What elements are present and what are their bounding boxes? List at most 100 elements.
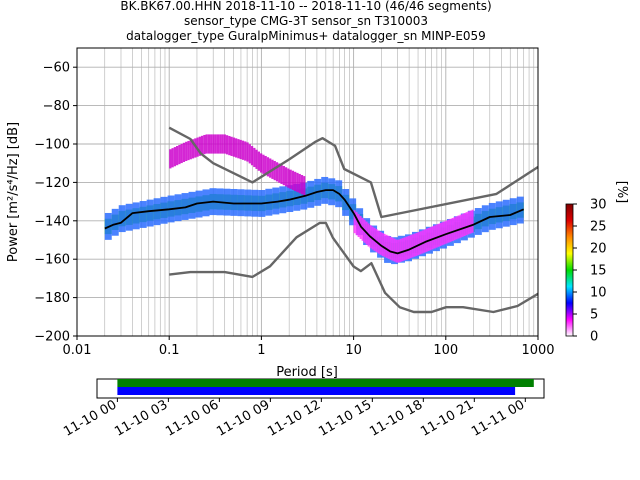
density-cell xyxy=(191,139,195,159)
density-cell xyxy=(355,212,358,236)
density-cell xyxy=(146,199,154,227)
density-cell xyxy=(176,146,179,166)
density-cell xyxy=(214,134,217,154)
timeline-tick-label: 11-10 21 xyxy=(418,397,476,439)
density-cell xyxy=(269,158,272,178)
density-cell xyxy=(294,171,297,192)
density-cell xyxy=(171,148,174,168)
density-cell xyxy=(303,176,306,196)
density-cell xyxy=(449,218,452,242)
density-cell xyxy=(298,173,301,194)
x-tick-label: 10 xyxy=(345,343,362,358)
density-cell xyxy=(139,201,147,228)
density-cell xyxy=(216,134,220,154)
density-cell xyxy=(255,149,258,169)
density-cell xyxy=(187,140,190,161)
timeline-tick-label: 11-10 18 xyxy=(367,397,425,439)
density-cell xyxy=(381,232,384,256)
colorbar-scale xyxy=(565,203,574,337)
density-cell xyxy=(439,222,442,247)
density-cell xyxy=(425,228,428,252)
timeline-tick-label: 11-11 00 xyxy=(469,397,527,439)
timeline-tick-label: 11-10 06 xyxy=(163,397,221,439)
y-tick-label: −60 xyxy=(43,61,70,76)
density-cell xyxy=(248,144,251,164)
density-cell xyxy=(467,211,470,235)
density-cell xyxy=(230,136,233,156)
density-cell xyxy=(207,134,211,154)
density-cell xyxy=(132,202,140,230)
y-tick-label: −80 xyxy=(43,99,70,114)
density-cell xyxy=(445,220,448,244)
y-tick-label: −140 xyxy=(34,214,70,229)
density-cell xyxy=(300,175,304,195)
y-axis-label: Power [m²/s⁴/Hz] [dB] xyxy=(6,122,21,262)
density-cell xyxy=(291,170,295,190)
density-cell xyxy=(259,153,263,173)
x-tick-label: 0.01 xyxy=(63,343,92,358)
density-cell xyxy=(284,167,288,187)
density-cell xyxy=(433,225,436,249)
density-cell xyxy=(180,143,183,164)
density-cell xyxy=(389,236,392,260)
density-cell xyxy=(223,134,226,154)
density-cell xyxy=(461,213,464,237)
density-cell xyxy=(457,215,460,239)
colorbar-ticks: 0 5 10 15 20 25 30 xyxy=(573,198,607,345)
density-cell xyxy=(198,136,201,156)
density-cell xyxy=(403,237,406,261)
density-cell xyxy=(239,139,242,160)
density-cell xyxy=(377,230,380,254)
plot-area: 0.01 0.1 1 10 100 1000 −60 −80 −100 −120 −140 −160… xyxy=(6,47,555,380)
density-cell xyxy=(502,199,510,227)
density-cell xyxy=(185,141,188,161)
colorbar-tick-label: 15 xyxy=(590,264,607,279)
density-cell xyxy=(200,135,204,156)
x-axis-label: Period [s] xyxy=(276,365,338,380)
colorbar-tick-label: 0 xyxy=(590,330,598,345)
density-cell xyxy=(451,217,454,242)
density-cell xyxy=(469,210,472,234)
density-cell xyxy=(182,142,186,162)
density-cell xyxy=(401,238,404,262)
density-cell xyxy=(286,185,294,213)
y-ticks: −60 −80 −100 −120 −140 −160 −180 −200 xyxy=(34,61,77,345)
series-layer xyxy=(104,126,539,314)
density-cell xyxy=(181,193,189,220)
density-cell xyxy=(221,134,224,154)
density-cell xyxy=(385,234,388,258)
density-cell xyxy=(118,205,126,233)
density-cell xyxy=(246,142,249,162)
density-cell xyxy=(230,188,238,216)
density-cell xyxy=(212,134,215,154)
density-cell xyxy=(399,238,402,262)
x-tick-label: 0.1 xyxy=(159,343,180,358)
density-cell xyxy=(253,147,256,168)
density-cell xyxy=(409,235,412,259)
x-tick-label: 1000 xyxy=(521,343,554,358)
density-cell xyxy=(264,155,267,176)
density-cell xyxy=(241,140,245,160)
density-cell xyxy=(266,157,270,177)
density-cell xyxy=(278,163,281,183)
colorbar-tick-label: 20 xyxy=(590,242,607,257)
density-cell xyxy=(203,134,206,155)
colorbar-tick-label: 10 xyxy=(590,286,607,301)
density-cell xyxy=(411,234,414,258)
density-cell xyxy=(189,140,192,160)
density-cell xyxy=(427,227,430,251)
x-ticks: 0.01 0.1 1 10 100 1000 xyxy=(63,336,555,358)
y-tick-label: −200 xyxy=(34,330,70,345)
density-cell xyxy=(280,164,283,184)
x-tick-label: 1 xyxy=(257,343,265,358)
density-cell xyxy=(228,135,231,156)
density-cell xyxy=(262,154,265,174)
colorbar-label: [%] xyxy=(614,181,629,204)
density-cell xyxy=(237,139,240,159)
density-cell xyxy=(194,138,197,158)
density-cell xyxy=(244,141,247,161)
density-cell xyxy=(435,224,438,248)
title-line-1: BK.BK67.00.HHN 2018-11-10 -- 2018-11-10 … xyxy=(120,0,491,13)
density-cell xyxy=(437,223,440,247)
